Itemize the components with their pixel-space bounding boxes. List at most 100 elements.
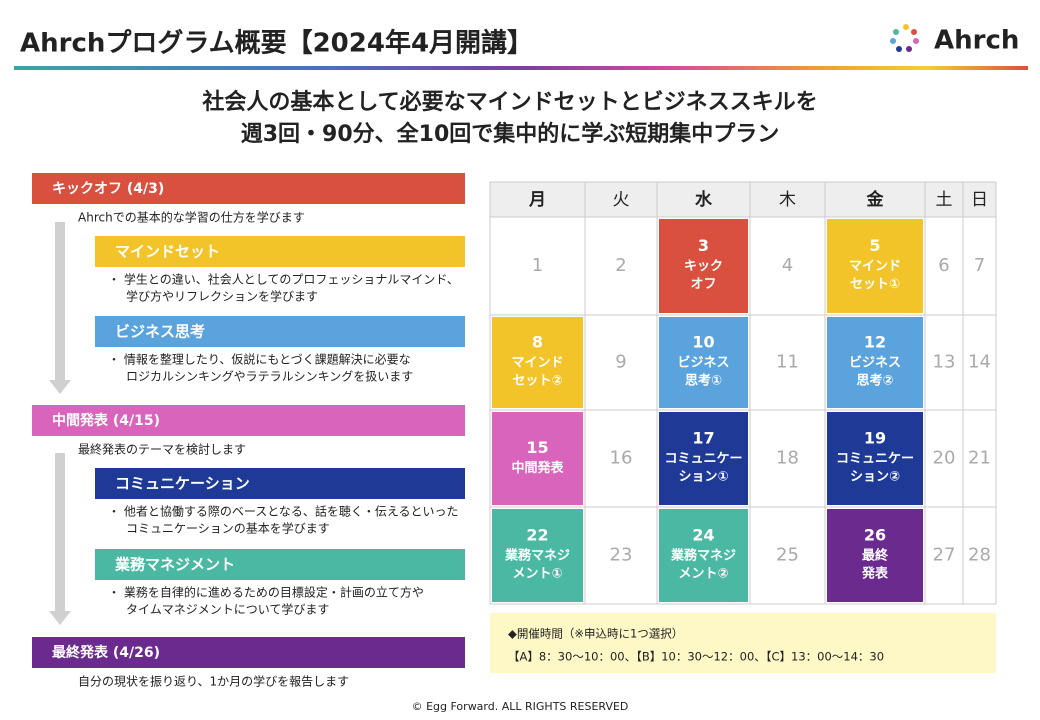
event-cell <box>659 509 748 602</box>
day-number: 25 <box>776 545 799 566</box>
description: Ahrchでの基本的な学習の仕方を学びます <box>78 210 305 225</box>
day-number: 18 <box>776 448 799 469</box>
event-label: ビジネス <box>677 355 729 371</box>
module-bar <box>95 468 465 499</box>
day-number: 8 <box>532 333 543 352</box>
flow-arrow <box>49 222 71 625</box>
event-cell <box>492 509 583 602</box>
logo-text: Ahrch <box>934 26 1019 56</box>
day-number: 11 <box>776 352 799 373</box>
day-number: 14 <box>968 352 991 373</box>
event-label: マインド <box>849 259 901 274</box>
event-cell <box>659 317 748 408</box>
day-number: 28 <box>968 545 991 566</box>
calendar-header-bg <box>490 182 996 217</box>
day-number: 16 <box>610 448 633 469</box>
day-number: 7 <box>974 255 985 276</box>
phase-bar <box>32 173 465 204</box>
event-label: セット① <box>850 277 900 292</box>
day-number: 1 <box>532 255 543 276</box>
note-title: ◆開催時間（※申込時に1つ選択） <box>508 627 683 641</box>
day-number: 3 <box>698 236 709 255</box>
description: ・ 業務を自律的に進めるための目標設定・計画の立て方や <box>108 585 424 600</box>
event-label: 発表 <box>861 566 889 582</box>
day-number: 20 <box>933 448 956 469</box>
description: 学び方やリフレクションを学びます <box>126 289 318 304</box>
description: ・ 情報を整理したり、仮説にもとづく課題解決に必要な <box>108 352 411 367</box>
description: 最終発表のテーマを検討します <box>78 442 246 457</box>
day-number: 12 <box>864 333 886 352</box>
event-label: コミュニケー <box>836 452 914 467</box>
event-cell <box>827 412 923 505</box>
event-label: メント① <box>512 567 562 582</box>
event-label: セット② <box>512 374 562 389</box>
event-cell <box>827 509 923 602</box>
event-label: ション② <box>850 470 900 485</box>
weekday: 土 <box>936 190 953 210</box>
divider <box>14 66 1028 70</box>
module-label: ビジネス思考 <box>115 323 205 341</box>
event-cell <box>827 317 923 408</box>
module-label: マインドセット <box>115 243 220 261</box>
day-number: 4 <box>782 255 793 276</box>
headline: 社会人の基本として必要なマインドセットとビジネススキルを <box>202 89 817 115</box>
phase-label: キックオフ (4/3) <box>52 181 164 197</box>
description: ロジカルシンキングやラテラルシンキングを扱います <box>126 370 413 384</box>
event-label: キック <box>684 259 723 274</box>
day-number: 27 <box>933 545 956 566</box>
day-number: 2 <box>615 255 626 276</box>
description: タイムマネジメントについて学びます <box>126 602 329 617</box>
day-number: 9 <box>615 352 626 373</box>
event-cell <box>659 219 748 313</box>
phase-bar <box>32 405 465 436</box>
day-number: 23 <box>610 545 633 566</box>
weekday: 月 <box>528 190 546 210</box>
note-text: 【A】8：30～10：00、【B】10：30～12：00、【C】13：00～14… <box>508 650 884 664</box>
event-label: メント② <box>678 567 728 582</box>
description: コミュニケーションの基本を学びます <box>126 521 330 536</box>
event-label: オフ <box>690 277 716 292</box>
module-bar <box>95 316 465 347</box>
module-label: コミュニケーション <box>115 475 250 493</box>
event-label: コミュニケー <box>664 452 742 467</box>
weekday: 水 <box>695 189 713 210</box>
day-number: 21 <box>968 448 991 469</box>
day-number: 19 <box>864 429 886 448</box>
event-label: 思考② <box>856 373 893 389</box>
module-bar <box>95 236 465 267</box>
day-number: 10 <box>692 333 714 352</box>
headline: 週3回・90分、全10回で集中的に学ぶ短期集中プラン <box>241 121 780 147</box>
note-box <box>490 613 996 673</box>
day-number: 15 <box>526 438 548 457</box>
event-label: マインド <box>511 356 563 371</box>
weekday: 日 <box>971 190 988 210</box>
event-cell <box>659 412 748 505</box>
description: ・ 学生との違い、社会人としてのプロフェッショナルマインド、 <box>108 272 459 287</box>
phase-label: 最終発表 (4/26) <box>52 644 160 661</box>
module-label: 業務マネジメント <box>114 556 235 574</box>
event-label: 中間発表 <box>511 460 564 476</box>
weekday: 木 <box>779 190 796 210</box>
event-label: ビジネス <box>849 355 901 371</box>
day-number: 13 <box>933 352 956 373</box>
event-label: 業務マネジ <box>504 548 570 564</box>
event-label: 思考① <box>685 373 722 389</box>
event-cell <box>492 412 583 505</box>
phase-bar <box>32 637 465 668</box>
event-label: 最終 <box>862 548 889 564</box>
event-label: 業務マネジ <box>670 548 736 564</box>
day-number: 5 <box>869 236 880 255</box>
event-cell <box>827 219 923 313</box>
description: ・ 他者と協働する際のベースとなる、話を聴く・伝えるといった <box>108 504 459 519</box>
event-cell <box>492 317 583 408</box>
day-number: 26 <box>864 526 886 545</box>
weekday: 火 <box>613 190 630 210</box>
day-number: 6 <box>938 255 949 276</box>
weekday: 金 <box>866 189 885 210</box>
day-number: 24 <box>692 526 714 545</box>
title: Ahrchプログラム概要【2024年4月開講】 <box>20 28 533 59</box>
description: 自分の現状を振り返り、1か月の学びを報告します <box>78 674 349 689</box>
day-number: 17 <box>692 429 714 448</box>
phase-label: 中間発表 (4/15) <box>52 412 160 429</box>
